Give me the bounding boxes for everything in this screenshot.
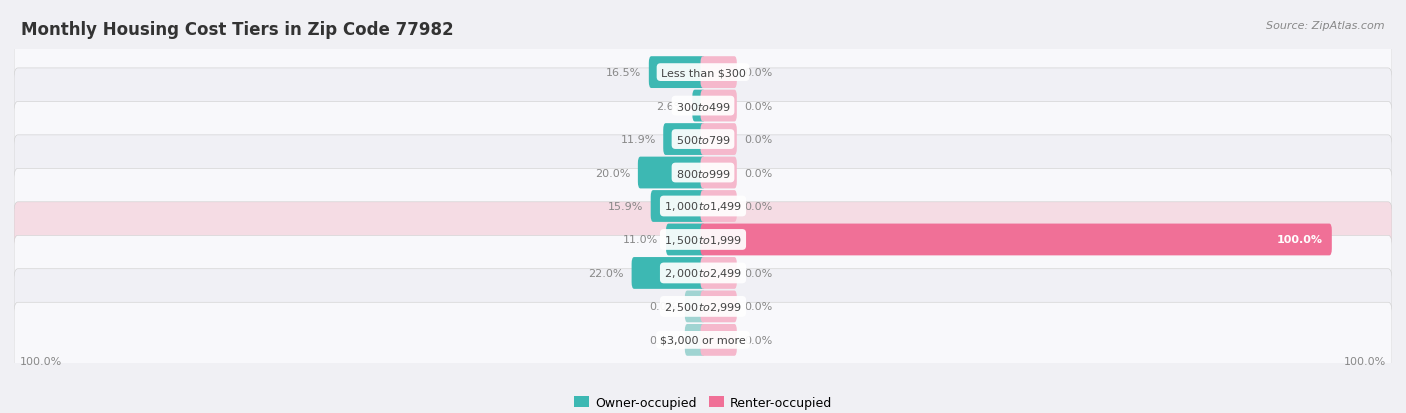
FancyBboxPatch shape xyxy=(14,102,1392,177)
Text: $800 to $999: $800 to $999 xyxy=(675,167,731,179)
FancyBboxPatch shape xyxy=(685,291,706,323)
FancyBboxPatch shape xyxy=(14,69,1392,144)
Text: 100.0%: 100.0% xyxy=(1277,235,1323,245)
FancyBboxPatch shape xyxy=(648,57,706,89)
Text: $1,000 to $1,499: $1,000 to $1,499 xyxy=(664,200,742,213)
FancyBboxPatch shape xyxy=(700,191,737,222)
Text: 0.0%: 0.0% xyxy=(744,335,772,345)
FancyBboxPatch shape xyxy=(700,224,1331,256)
FancyBboxPatch shape xyxy=(666,224,706,256)
Text: 0.0%: 0.0% xyxy=(744,101,772,112)
FancyBboxPatch shape xyxy=(638,157,706,189)
FancyBboxPatch shape xyxy=(700,57,737,89)
FancyBboxPatch shape xyxy=(692,90,706,122)
FancyBboxPatch shape xyxy=(14,135,1392,211)
FancyBboxPatch shape xyxy=(14,36,1392,111)
Text: 22.0%: 22.0% xyxy=(589,268,624,278)
FancyBboxPatch shape xyxy=(651,191,706,222)
FancyBboxPatch shape xyxy=(700,90,737,122)
Legend: Owner-occupied, Renter-occupied: Owner-occupied, Renter-occupied xyxy=(568,391,838,413)
Text: $3,000 or more: $3,000 or more xyxy=(661,335,745,345)
Text: 100.0%: 100.0% xyxy=(20,356,63,366)
Text: 0.0%: 0.0% xyxy=(650,335,678,345)
Text: 100.0%: 100.0% xyxy=(1343,356,1386,366)
Text: $2,000 to $2,499: $2,000 to $2,499 xyxy=(664,267,742,280)
Text: 0.0%: 0.0% xyxy=(744,202,772,211)
FancyBboxPatch shape xyxy=(631,257,706,289)
Text: 0.0%: 0.0% xyxy=(744,68,772,78)
Text: $500 to $799: $500 to $799 xyxy=(675,134,731,146)
FancyBboxPatch shape xyxy=(700,324,737,356)
FancyBboxPatch shape xyxy=(664,124,706,156)
Text: $1,500 to $1,999: $1,500 to $1,999 xyxy=(664,233,742,247)
FancyBboxPatch shape xyxy=(685,324,706,356)
FancyBboxPatch shape xyxy=(14,269,1392,344)
Text: 0.0%: 0.0% xyxy=(744,268,772,278)
Text: Monthly Housing Cost Tiers in Zip Code 77982: Monthly Housing Cost Tiers in Zip Code 7… xyxy=(21,21,454,38)
Text: 0.0%: 0.0% xyxy=(744,168,772,178)
Text: 0.0%: 0.0% xyxy=(744,301,772,312)
Text: $2,500 to $2,999: $2,500 to $2,999 xyxy=(664,300,742,313)
Text: 11.9%: 11.9% xyxy=(620,135,655,145)
Text: 16.5%: 16.5% xyxy=(606,68,641,78)
FancyBboxPatch shape xyxy=(700,157,737,189)
FancyBboxPatch shape xyxy=(700,124,737,156)
Text: 0.0%: 0.0% xyxy=(744,135,772,145)
Text: 11.0%: 11.0% xyxy=(623,235,658,245)
Text: 20.0%: 20.0% xyxy=(595,168,630,178)
FancyBboxPatch shape xyxy=(14,202,1392,278)
Text: Source: ZipAtlas.com: Source: ZipAtlas.com xyxy=(1267,21,1385,31)
Text: Less than $300: Less than $300 xyxy=(661,68,745,78)
FancyBboxPatch shape xyxy=(14,302,1392,377)
Text: $300 to $499: $300 to $499 xyxy=(675,100,731,112)
FancyBboxPatch shape xyxy=(14,236,1392,311)
FancyBboxPatch shape xyxy=(14,169,1392,244)
FancyBboxPatch shape xyxy=(700,291,737,323)
Text: 2.6%: 2.6% xyxy=(657,101,685,112)
Text: 0.0%: 0.0% xyxy=(650,301,678,312)
FancyBboxPatch shape xyxy=(700,257,737,289)
Text: 15.9%: 15.9% xyxy=(607,202,643,211)
